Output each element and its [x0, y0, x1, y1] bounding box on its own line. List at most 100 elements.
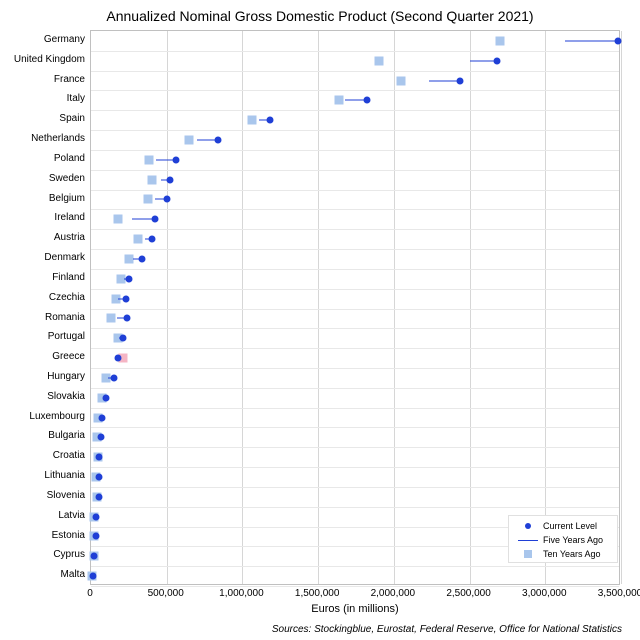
data-row: [91, 90, 619, 110]
marker-ten-years: [495, 36, 504, 45]
data-row: [91, 309, 619, 329]
marker-current: [215, 137, 222, 144]
x-tick-label: 1,000,000: [219, 588, 264, 599]
country-label: Croatia: [0, 446, 85, 466]
data-row: [91, 110, 619, 130]
sources-text: Sources: Stockingblue, Eurostat, Federal…: [272, 624, 622, 635]
marker-ten-years: [113, 215, 122, 224]
data-row: [91, 269, 619, 289]
country-label: Spain: [0, 109, 85, 129]
data-row: [91, 150, 619, 170]
data-row: [91, 348, 619, 368]
data-row: [91, 130, 619, 150]
x-tick-label: 3,000,000: [522, 588, 567, 599]
marker-ten-years: [374, 56, 383, 65]
marker-current: [151, 216, 158, 223]
country-label: Sweden: [0, 169, 85, 189]
x-axis-label: Euros (in millions): [90, 603, 620, 615]
legend-symbol-five: [513, 533, 543, 547]
data-row: [91, 467, 619, 487]
marker-current: [266, 117, 273, 124]
x-tick-label: 0: [87, 588, 93, 599]
country-label: Poland: [0, 149, 85, 169]
country-label: Romania: [0, 308, 85, 328]
marker-ten-years: [144, 155, 153, 164]
data-row: [91, 209, 619, 229]
stem-five-to-current: [429, 80, 461, 81]
x-tick-label: 2,500,000: [446, 588, 491, 599]
marker-current: [172, 156, 179, 163]
legend-row-current: Current Level: [513, 519, 613, 533]
country-label: Slovenia: [0, 486, 85, 506]
data-row: [91, 71, 619, 91]
data-row: [91, 427, 619, 447]
marker-current: [92, 513, 99, 520]
marker-current: [457, 77, 464, 84]
country-label: Italy: [0, 89, 85, 109]
marker-current: [98, 414, 105, 421]
marker-current: [119, 335, 126, 342]
country-label: Netherlands: [0, 129, 85, 149]
legend-label-five: Five Years Ago: [543, 535, 613, 545]
marker-current: [96, 454, 103, 461]
marker-ten-years: [143, 195, 152, 204]
country-label: France: [0, 70, 85, 90]
data-row: [91, 408, 619, 428]
country-label: Czechia: [0, 288, 85, 308]
country-label: Finland: [0, 268, 85, 288]
chart-title: Annualized Nominal Gross Domestic Produc…: [0, 8, 640, 24]
data-row: [91, 388, 619, 408]
legend-symbol-ten: [513, 547, 543, 561]
marker-current: [125, 275, 132, 282]
x-tick-label: 2,000,000: [371, 588, 416, 599]
marker-current: [90, 573, 97, 580]
x-tick-label: 3,500,000: [598, 588, 640, 599]
gridline-horizontal: [91, 586, 619, 587]
marker-current: [91, 553, 98, 560]
marker-current: [139, 255, 146, 262]
marker-current: [110, 374, 117, 381]
country-label: Portugal: [0, 327, 85, 347]
marker-current: [96, 473, 103, 480]
country-label: Latvia: [0, 506, 85, 526]
data-row: [91, 170, 619, 190]
marker-ten-years: [107, 314, 116, 323]
country-label: Austria: [0, 228, 85, 248]
country-label: Germany: [0, 30, 85, 50]
legend-symbol-current: [513, 519, 543, 533]
marker-current: [122, 295, 129, 302]
data-row: [91, 51, 619, 71]
country-label: Slovakia: [0, 387, 85, 407]
data-row: [91, 190, 619, 210]
gridline-vertical: [621, 31, 622, 584]
legend: Current Level Five Years Ago Ten Years A…: [508, 515, 618, 563]
country-label: Lithuania: [0, 466, 85, 486]
country-label: Ireland: [0, 208, 85, 228]
marker-ten-years: [247, 116, 256, 125]
country-label: Bulgaria: [0, 426, 85, 446]
marker-current: [95, 493, 102, 500]
country-label: United Kingdom: [0, 50, 85, 70]
marker-ten-years: [185, 136, 194, 145]
data-row: [91, 487, 619, 507]
marker-ten-years: [335, 96, 344, 105]
marker-current: [363, 97, 370, 104]
data-row: [91, 229, 619, 249]
marker-current: [102, 394, 109, 401]
marker-current: [92, 533, 99, 540]
legend-row-ten: Ten Years Ago: [513, 547, 613, 561]
plot-area: [90, 30, 620, 585]
marker-current: [166, 176, 173, 183]
marker-current: [493, 57, 500, 64]
marker-current: [114, 355, 121, 362]
legend-row-five: Five Years Ago: [513, 533, 613, 547]
x-tick-label: 1,500,000: [295, 588, 340, 599]
country-label: Greece: [0, 347, 85, 367]
country-label: Cyprus: [0, 545, 85, 565]
stem-five-to-current: [565, 40, 618, 41]
data-row: [91, 566, 619, 586]
marker-ten-years: [133, 235, 142, 244]
marker-current: [614, 37, 621, 44]
marker-current: [163, 196, 170, 203]
marker-ten-years: [397, 76, 406, 85]
